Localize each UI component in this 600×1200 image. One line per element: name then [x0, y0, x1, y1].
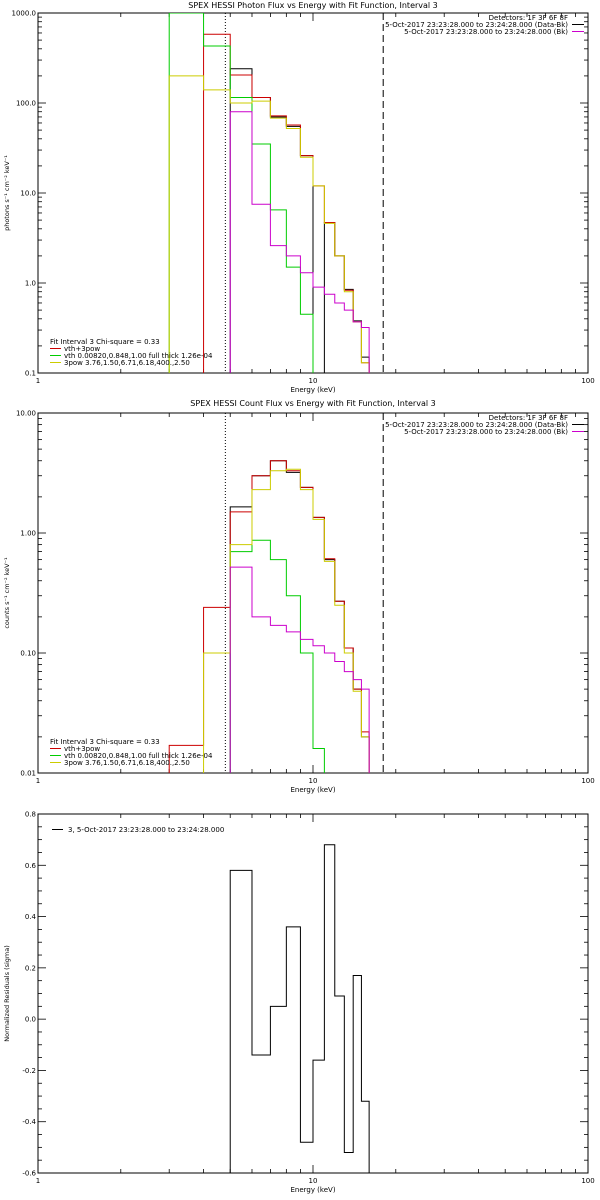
series-line-vth-3pow — [203, 33, 370, 373]
x-tick-label: 10 — [309, 1177, 318, 1185]
series-line-3pow — [168, 75, 370, 373]
fit-info-line: 3pow 3.76,1.50,6.71,6.18,400.,2.50 — [64, 759, 190, 767]
residuals-panel: Energy (keV) Normalized Residuals (sigma… — [3, 811, 595, 1195]
x-tick-label: 1 — [36, 777, 40, 785]
series-line-data-bk — [229, 68, 370, 373]
y-tick-label: 0.0 — [25, 1016, 36, 1024]
series-line-bk — [229, 566, 370, 773]
series-line-vth — [229, 539, 325, 773]
series-line-bk — [229, 111, 370, 373]
x-axis-label: Energy (keV) — [290, 386, 335, 394]
x-tick-label: 10 — [309, 777, 318, 785]
series-line-vth — [168, 13, 314, 373]
y-tick-label: 0.4 — [25, 913, 37, 921]
header-line: 5-Oct-2017 23:23:28.000 to 23:24:28.000 … — [404, 28, 568, 36]
x-tick-label: 100 — [581, 377, 594, 385]
photon-flux-panel: SPEX HESSI Photon Flux vs Energy with Fi… — [3, 1, 595, 394]
y-tick-label: 10.00 — [16, 410, 36, 418]
legend-label: 3, 5-Oct-2017 23:23:28.000 to 23:24:28.0… — [68, 826, 224, 834]
fit-info-line: Fit Interval 3 Chi-square = 0.33 — [50, 338, 160, 346]
header-line: 5-Oct-2017 23:23:28.000 to 23:24:28.000 … — [385, 421, 568, 429]
y-tick-label: 0.10 — [20, 650, 36, 658]
y-tick-label: 0.6 — [25, 862, 37, 870]
series-line-vth-3pow — [168, 460, 370, 773]
series-line-0 — [229, 844, 377, 1173]
y-axis-label: counts s⁻¹ cm⁻² keV⁻¹ — [3, 557, 11, 629]
header-line: 5-Oct-2017 23:23:28.000 to 23:24:28.000 … — [385, 21, 568, 29]
y-axis-label: photons s⁻¹ cm⁻² keV⁻¹ — [3, 155, 11, 231]
panel-title: SPEX HESSI Photon Flux vs Energy with Fi… — [188, 1, 438, 10]
x-tick-label: 1 — [36, 377, 40, 385]
fit-info-line: vth+3pow — [64, 745, 100, 753]
y-tick-label: -0.6 — [22, 1170, 36, 1178]
fit-info-line: Fit Interval 3 Chi-square = 0.33 — [50, 738, 160, 746]
fit-info-line: vth 0.00820,0.848,1.00 full thick 1.26e-… — [64, 752, 213, 760]
panel-title: SPEX HESSI Count Flux vs Energy with Fit… — [190, 399, 435, 408]
y-tick-label: 0.1 — [25, 370, 36, 378]
y-tick-label: 100.0 — [16, 100, 36, 108]
fit-info-line: 3pow 3.76,1.50,6.71,6.18,400.,2.50 — [64, 359, 190, 367]
y-axis-label: Normalized Residuals (sigma) — [3, 945, 11, 1042]
y-tick-label: 0.8 — [25, 811, 36, 819]
header-line: 5-Oct-2017 23:23:28.000 to 23:24:28.000 … — [404, 428, 568, 436]
y-tick-label: 0.2 — [25, 964, 36, 972]
series-line-data-bk — [229, 460, 370, 773]
y-tick-label: -0.2 — [22, 1067, 36, 1075]
series-line-3pow — [203, 468, 370, 773]
y-tick-label: 10.0 — [20, 190, 36, 198]
x-tick-label: 100 — [581, 1177, 594, 1185]
y-tick-label: -0.4 — [22, 1118, 36, 1126]
x-axis-label: Energy (keV) — [290, 1186, 335, 1194]
x-tick-label: 1 — [36, 1177, 40, 1185]
header-line: Detectors: 1F 3F 6F 8F — [489, 14, 568, 22]
y-tick-label: 1.0 — [25, 280, 36, 288]
x-tick-label: 100 — [581, 777, 594, 785]
header-line: Detectors: 1F 3F 6F 8F — [489, 414, 568, 422]
count-flux-panel: SPEX HESSI Count Flux vs Energy with Fit… — [3, 399, 595, 794]
x-axis-label: Energy (keV) — [290, 786, 335, 794]
y-tick-label: 1.00 — [20, 530, 36, 538]
x-tick-label: 10 — [309, 377, 318, 385]
y-tick-label: 1000.0 — [12, 10, 37, 18]
y-tick-label: 0.01 — [20, 770, 36, 778]
fit-info-line: vth+3pow — [64, 345, 100, 353]
fit-info-line: vth 0.00820,0.848,1.00 full thick 1.26e-… — [64, 352, 213, 360]
